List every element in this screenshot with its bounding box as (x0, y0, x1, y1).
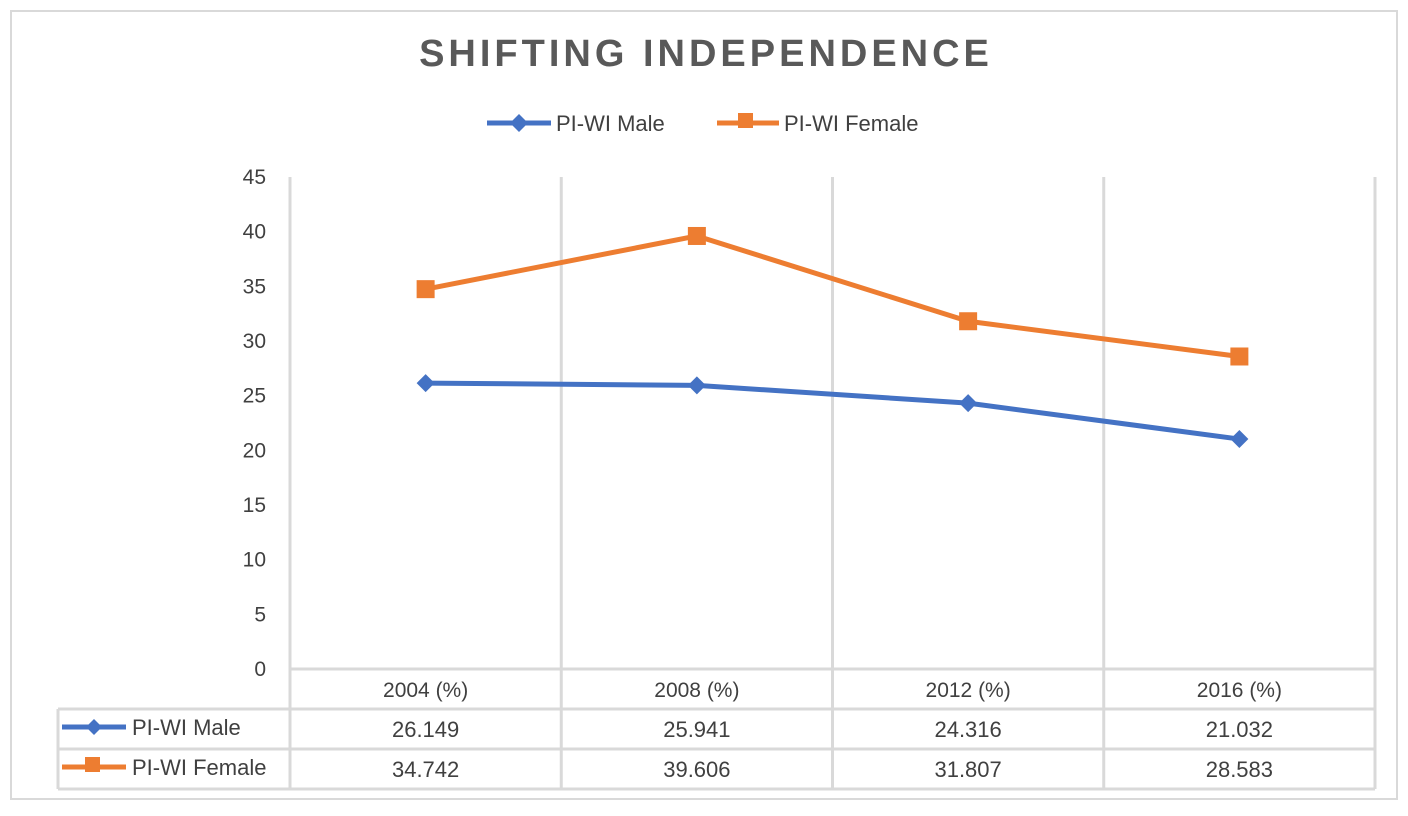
y-tick-label: 30 (243, 330, 266, 353)
table-key-marker (86, 719, 102, 735)
category-label: 2016 (%) (1197, 679, 1282, 702)
data-point-marker (687, 376, 706, 395)
chart-title: SHIFTING INDEPENDENCE (419, 33, 993, 75)
table-series-name: PI-WI Female (132, 755, 266, 780)
table-cell-value: 21.032 (1206, 717, 1273, 742)
table-cell-value: 31.807 (934, 757, 1001, 782)
legend-label-female: PI-WI Female (784, 111, 918, 136)
category-label: 2008 (%) (654, 679, 739, 702)
legend-label-male: PI-WI Male (556, 111, 665, 136)
y-tick-label: 0 (254, 658, 266, 681)
data-point-marker (959, 312, 978, 331)
y-tick-label: 20 (243, 439, 266, 462)
y-tick-label: 10 (243, 549, 266, 572)
table-cell-value: 39.606 (663, 757, 730, 782)
legend: PI-WI Male PI-WI Female (487, 111, 918, 136)
y-tick-label: 25 (243, 385, 266, 408)
table-cell-value: 25.941 (663, 717, 730, 742)
legend-marker-female (738, 113, 753, 128)
y-tick-label: 45 (243, 166, 266, 189)
series-lines (416, 226, 1249, 449)
legend-item-female: PI-WI Female (717, 111, 918, 136)
category-label: 2004 (%) (383, 679, 468, 702)
y-tick-label: 40 (243, 221, 266, 244)
data-point-marker (1230, 347, 1249, 366)
data-table: 2004 (%) 2008 (%) 2012 (%) 2016 (%) PI-WI Ma… (56, 679, 1375, 791)
series-line (425, 380, 1240, 442)
y-tick-label: 5 (254, 603, 266, 626)
table-cell-value: 28.583 (1206, 757, 1273, 782)
legend-marker-male (510, 114, 528, 132)
data-point-marker (959, 394, 978, 413)
table-cell-value: 24.316 (934, 717, 1001, 742)
y-tick-label: 35 (243, 275, 266, 298)
table-cell-value: 26.149 (392, 717, 459, 742)
data-point-marker (416, 374, 435, 393)
y-axis-ticks: 0 5 10 15 20 25 30 35 40 45 (243, 166, 266, 681)
table-cell-value: 34.742 (392, 757, 459, 782)
data-point-marker (416, 280, 435, 299)
category-label: 2012 (%) (926, 679, 1011, 702)
table-key-marker (85, 757, 100, 772)
data-point-marker (1230, 430, 1249, 449)
legend-item-male: PI-WI Male (487, 111, 665, 136)
table-series-name: PI-WI Male (132, 715, 241, 740)
y-tick-label: 15 (243, 494, 266, 517)
data-point-marker (687, 226, 706, 245)
series-line (425, 233, 1240, 359)
